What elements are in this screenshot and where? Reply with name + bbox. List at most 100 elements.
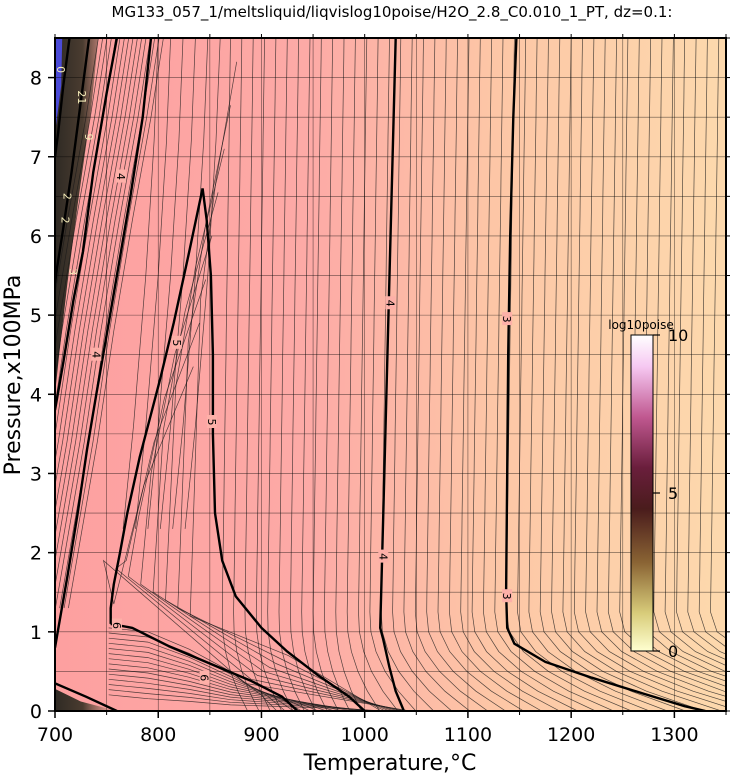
colorbar-title: log10poise [608, 318, 674, 332]
y-tick-label: 6 [30, 226, 42, 248]
minor-contour-line-12 [358, 38, 399, 711]
minor-contour-line-43 [710, 38, 726, 639]
colorbar: log10poise 0 5 10 [608, 318, 688, 661]
contour-label-bg [206, 415, 217, 429]
plot-background [55, 38, 726, 711]
contour-label-6: 4 [89, 351, 102, 358]
minor-contour-line-21 [460, 38, 560, 711]
contour-label-5: 5 [170, 339, 183, 346]
x-axis-label: Temperature,°C [303, 751, 477, 776]
minor-contour-line-34 [607, 38, 726, 693]
x-tick-label: 1300 [650, 724, 698, 746]
y-tick-label: 8 [30, 68, 42, 90]
minor-contour-line-42 [698, 38, 726, 648]
contour-label-15: 0 [54, 66, 67, 73]
x-tick-label: 1000 [341, 724, 389, 746]
y-tick-label: 5 [30, 305, 42, 327]
minor-contour-line-27 [528, 38, 668, 711]
contour-label-bg [116, 169, 127, 183]
plot-frame [54, 37, 727, 712]
contour-line-4-5 [55, 38, 153, 648]
contour-label-11: 2 [58, 217, 71, 224]
contour-line-5-9 [55, 682, 118, 711]
minor-contour-line-10 [335, 38, 362, 711]
contour-label-bg [502, 589, 513, 603]
colorbar-tick-label: 5 [668, 484, 678, 503]
contour-label-4: 5 [205, 419, 218, 426]
high-viscosity-region [55, 38, 117, 711]
minor-contour-line-32 [585, 38, 726, 702]
chart-title: MG133_057_1/meltsliquid/liqvislog10poise… [112, 3, 673, 22]
x-tick-label: 800 [140, 724, 176, 746]
minor-contour-line-16 [403, 38, 470, 711]
contour-label-bg [378, 549, 389, 563]
minor-contour-line-26 [517, 38, 650, 711]
minor-contour-line-41 [687, 38, 726, 655]
contour-label-8: 6 [110, 622, 123, 629]
contour-label-bg [171, 335, 182, 349]
contour-label-bg [91, 347, 102, 361]
minor-contour-line-23 [483, 38, 596, 711]
minor-contour-line-30 [562, 38, 722, 711]
minor-contour-line-35 [619, 38, 726, 687]
minor-contour-line-15 [392, 38, 452, 711]
y-tick-label: 3 [30, 463, 42, 485]
minor-contour-line-20 [449, 38, 542, 711]
y-tick-label: 4 [30, 384, 42, 406]
colorbar-ticks: 0 5 10 [653, 326, 688, 661]
contour-label-7: 4 [114, 173, 127, 180]
contour-label-10: 3 [67, 268, 80, 275]
minor-contour-line-24 [494, 38, 614, 711]
contour-line-2-7 [55, 38, 91, 284]
contour-line-3-0 [504, 38, 706, 711]
contour-line-1-8 [55, 38, 71, 157]
minor-contour-line-51 [102, 366, 411, 711]
minor-contour-line-11 [346, 38, 381, 711]
contour-line-3-6 [55, 38, 119, 411]
contour-label-13: 9 [82, 133, 95, 140]
contour-line-6-4 [110, 622, 299, 711]
y-axis-label: Pressure,x100MPa [1, 275, 26, 476]
colorbar-tick-label: 10 [668, 326, 688, 345]
minor-contour-line-4 [267, 38, 294, 711]
contour-label-12: 2 [60, 193, 73, 200]
contour-label-9: 6 [198, 674, 211, 681]
contour-label-bg [111, 618, 122, 632]
minor-contour-line-22 [471, 38, 578, 711]
contour-line-5-3 [109, 188, 204, 624]
y-tick-label: 2 [30, 543, 42, 565]
minor-contour-line-6 [290, 38, 317, 711]
minor-contour-line-5 [278, 38, 305, 711]
minor-contour-line-17 [414, 38, 488, 711]
contour-line-5-2 [201, 188, 366, 711]
minor-contour-line-49 [127, 279, 402, 711]
minor-contour-line-33 [596, 38, 726, 697]
minor-contour-line-1 [233, 38, 260, 711]
x-tick-label: 900 [243, 724, 279, 746]
y-axis-ticks: 0 1 2 3 4 5 6 7 8 [30, 37, 730, 723]
x-tick-label: 1200 [547, 724, 595, 746]
minor-contour-line-0 [221, 38, 248, 711]
colorbar-tick-label: 0 [668, 642, 678, 661]
minor-contour-line-39 [664, 38, 726, 666]
x-tick-label: 700 [37, 724, 73, 746]
minor-contour-line-2 [244, 38, 271, 711]
minor-contour-line-40 [676, 38, 726, 661]
minor-contour-line-31 [573, 38, 726, 708]
contour-label-0: 3 [500, 316, 513, 323]
minor-contour-line-19 [437, 38, 524, 711]
contour-label-3: 4 [376, 553, 389, 560]
minor-contour-line-50 [115, 322, 407, 711]
minor-contour-line-28 [539, 38, 686, 711]
x-tick-label: 1100 [444, 724, 492, 746]
minor-contours [55, 38, 726, 711]
contour-label-bg [199, 670, 210, 684]
minor-contour-line-9 [324, 38, 351, 711]
major-contours [55, 38, 706, 711]
minor-contour-line-29 [551, 38, 704, 711]
contour-label-14: 21 [75, 90, 88, 104]
minor-contour-line-3 [255, 38, 283, 711]
contour-label-2: 4 [384, 300, 397, 307]
contour-labels: 3 3 4 4 5 5 4 4 6 6 3 2 2 9 21 0 [54, 66, 513, 684]
